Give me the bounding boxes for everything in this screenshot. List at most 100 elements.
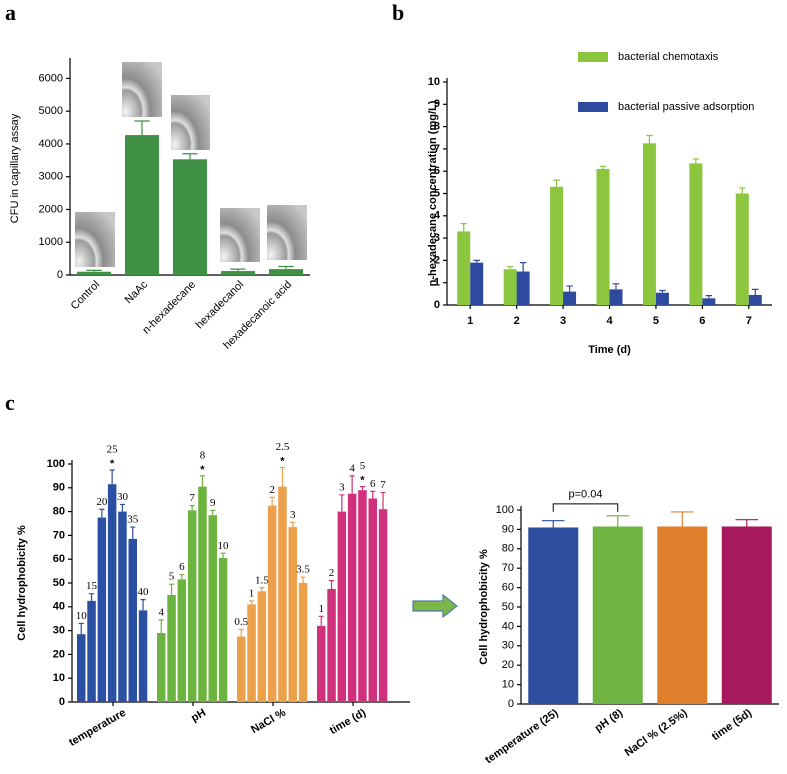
bar (237, 636, 246, 702)
error-bar (646, 134, 653, 144)
bar (208, 515, 217, 702)
capillary-image (220, 208, 260, 262)
bar (198, 486, 207, 702)
panel-label: b (392, 0, 404, 25)
y-tick-label: 6 (434, 165, 440, 177)
error-bar (169, 583, 175, 595)
error-bar (542, 520, 565, 528)
error-bar (359, 486, 365, 491)
x-tick-label: 2 (514, 315, 520, 327)
y-tick-label: 40 (502, 620, 514, 632)
y-tick-label: 70 (502, 562, 514, 574)
error-bar (134, 120, 150, 136)
y-tick-label: 3000 (39, 171, 63, 183)
bar (337, 511, 347, 702)
bar (748, 294, 762, 305)
error-bar (349, 475, 355, 494)
y-axis-label: Cell hydrophobicity % (478, 549, 490, 665)
bar-label: 4 (159, 606, 165, 618)
bar (173, 159, 207, 275)
y-tick-label: 30 (502, 640, 514, 652)
capillary-images (75, 62, 307, 267)
error-bar (705, 295, 713, 299)
panel-label: a (5, 0, 16, 25)
bar (177, 579, 187, 702)
significance-star: * (200, 464, 205, 476)
x-tick-label: 4 (606, 315, 613, 327)
bar (218, 558, 228, 702)
bar (288, 527, 297, 702)
bar-label: 3.5 (296, 564, 310, 576)
bar (689, 163, 703, 305)
significance-star: * (280, 455, 285, 467)
y-tick-label: 20 (53, 648, 65, 660)
error-bar (473, 259, 480, 263)
bar-label: 5 (360, 460, 366, 472)
bar (278, 486, 287, 702)
error-bar (99, 508, 105, 518)
y-tick-label: 50 (53, 577, 65, 589)
bar (721, 526, 772, 704)
error-bar (671, 511, 694, 527)
x-axis-label: Time (d) (588, 344, 631, 356)
y-tick-label: 5000 (39, 105, 63, 117)
error-bar (230, 268, 246, 272)
bar (358, 490, 367, 702)
capillary-image (267, 205, 307, 260)
y-tick-label: 40 (53, 601, 65, 613)
error-bar (189, 505, 195, 511)
bar (657, 526, 708, 704)
y-tick-label: 80 (502, 543, 514, 555)
bar (107, 484, 117, 702)
bar (735, 193, 749, 305)
y-tick-label: 20 (502, 659, 514, 671)
annotation: p=0.04 (569, 489, 603, 501)
bar (563, 291, 577, 305)
y-tick-label: 100 (496, 504, 514, 516)
bar-label: 7 (189, 492, 195, 504)
bar-label: 1 (249, 587, 255, 599)
bar (257, 591, 267, 702)
y-tick-label: 70 (53, 529, 65, 541)
bar-label: 25 (107, 443, 119, 455)
bar-label: 6 (370, 478, 376, 490)
x-tick-label: 3 (560, 315, 566, 327)
error-bar (612, 283, 620, 290)
bar (516, 271, 530, 305)
bar (77, 271, 111, 275)
error-bar (140, 599, 146, 611)
x-tick-label: pH (8) (593, 707, 626, 735)
y-tick-label: 0 (434, 299, 440, 311)
bar-label: 5 (169, 571, 175, 583)
x-tick-label: time (d) (328, 707, 369, 737)
bar (596, 168, 610, 305)
bar (118, 511, 127, 702)
y-tick-label: 30 (53, 625, 65, 637)
bar-label: 30 (117, 491, 129, 503)
bar (550, 186, 564, 305)
bar-label: 40 (138, 586, 150, 598)
x-tick-label: temperature (25) (483, 707, 561, 766)
error-bar (739, 187, 746, 194)
bar (97, 517, 107, 702)
error-bar (300, 576, 306, 583)
bar-label: 2 (269, 484, 275, 496)
bar (503, 269, 517, 305)
bar-label: 3 (290, 509, 296, 521)
x-tick-label: pH (189, 707, 208, 725)
y-tick-label: 10 (502, 679, 514, 691)
error-bar (210, 509, 216, 516)
bar (187, 510, 197, 702)
bar (267, 505, 277, 702)
bar-label: 0.5 (234, 616, 248, 628)
error-bar (752, 288, 759, 295)
bar (470, 262, 484, 305)
x-tick-label: 7 (746, 315, 752, 327)
x-tick-label: NaAc (123, 278, 151, 306)
error-bar (370, 490, 376, 499)
y-tick-label: 2000 (39, 203, 63, 215)
y-tick-label: 0 (508, 698, 514, 710)
bar (378, 509, 388, 702)
x-tick-label: NaCl % (249, 707, 288, 736)
